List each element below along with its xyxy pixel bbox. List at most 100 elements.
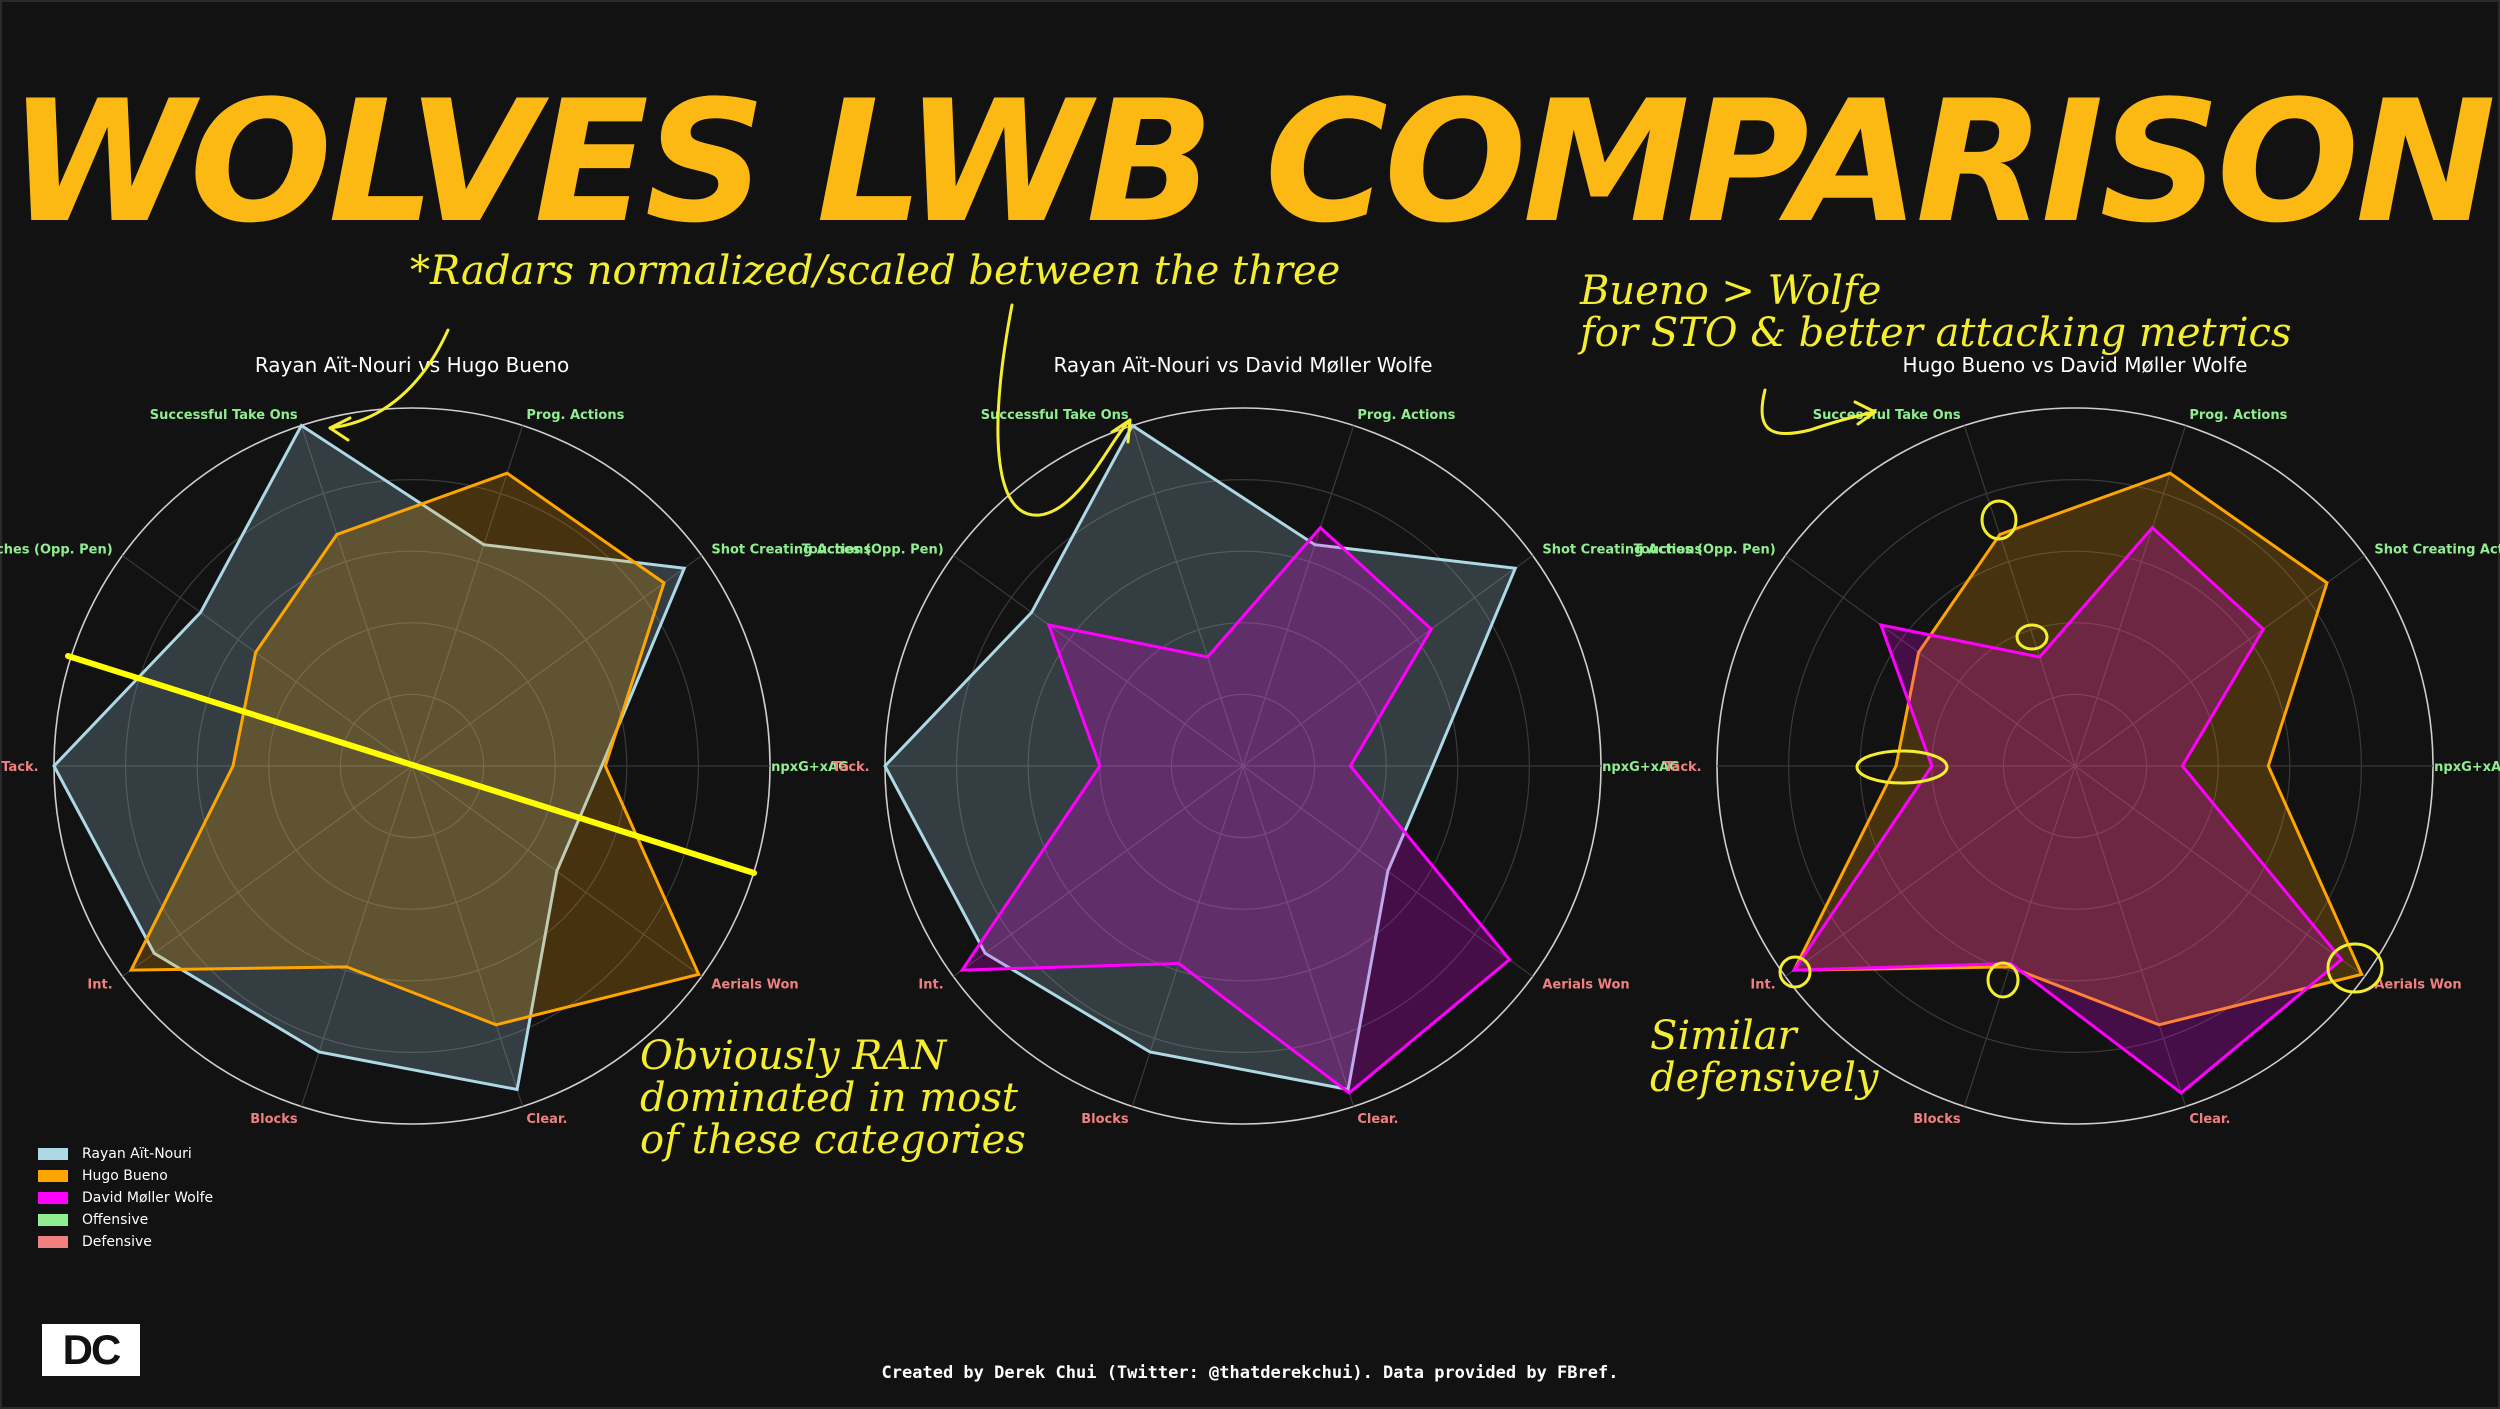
chart-title: Rayan Aït-Nouri vs Hugo Bueno [255, 353, 569, 377]
annotation-circle [2326, 942, 2384, 994]
legend-item-offensive: Offensive [38, 1209, 213, 1231]
legend-swatch [38, 1192, 68, 1204]
axis-label-int: Int. [87, 977, 112, 992]
grid-spoke [1242, 425, 1355, 767]
axis-label-clear: Clear. [1357, 1112, 1398, 1127]
annotation-slash-line [65, 653, 757, 876]
axis-label-touches-opp-pen: Touches (Opp. Pen) [0, 543, 113, 558]
annotation-circle [1986, 961, 2020, 999]
annotation-similar-defensively: Similar defensively [1650, 1013, 1879, 1101]
grid-spoke [2074, 425, 2187, 767]
series-hugo-bueno [1791, 471, 2364, 1027]
grid-spoke [1242, 765, 1355, 1107]
legend-item-bueno: Hugo Bueno [38, 1165, 213, 1187]
grid-spoke [411, 765, 524, 1107]
axis-label-int: Int. [1750, 977, 1775, 992]
grid-spoke [1131, 765, 1244, 1107]
legend-swatch [38, 1236, 68, 1248]
legend-label: Defensive [82, 1234, 152, 1250]
legend-label: Rayan Aït-Nouri [82, 1146, 192, 1162]
series-rayan-a-t-nouri [883, 423, 1518, 1092]
annotation-circle [1855, 749, 1949, 785]
axis-label-touches-opp-pen: Touches (Opp. Pen) [802, 543, 944, 558]
legend-swatch [38, 1148, 68, 1160]
axis-label-tack: Tack. [1, 760, 38, 775]
axis-label-clear: Clear. [2189, 1112, 2230, 1127]
legend-item-ait-nouri: Rayan Aït-Nouri [38, 1143, 213, 1165]
axis-label-shot-creating-actions: Shot Creating Actions [1542, 543, 1702, 558]
axis-label-touches-opp-pen: Touches (Opp. Pen) [1634, 543, 1776, 558]
grid-spoke [1785, 555, 2076, 767]
annotation-normalized: *Radars normalized/scaled between the th… [410, 248, 1341, 294]
axis-label-prog-actions: Prog. Actions [2189, 408, 2287, 423]
grid-spoke [411, 425, 524, 767]
axis-label-shot-creating-actions: Shot Creating Actions [2374, 543, 2500, 558]
grid-spoke [953, 555, 1244, 767]
grid-spoke [411, 555, 702, 767]
grid-spoke [953, 765, 1244, 977]
axis-label-tack: Tack. [1664, 760, 1701, 775]
axis-label-shot-creating-actions: Shot Creating Actions [711, 543, 871, 558]
axis-label-npxg-xag: npxG+xAG [1602, 760, 1680, 775]
legend-item-wolfe: David Møller Wolfe [38, 1187, 213, 1209]
legend-label: Hugo Bueno [82, 1168, 168, 1184]
axis-label-blocks: Blocks [250, 1112, 298, 1127]
axis-label-aerials-won: Aerials Won [2374, 977, 2461, 992]
radar-chart-bueno-vs-wolfe: npxG+xAG Shot Creating Actions Prog. Actio… [1634, 353, 2500, 1127]
annotation-ran-dominated: Obviously RAN dominated in most of these… [640, 1033, 1026, 1163]
axis-label-npxg-xag: npxG+xAG [771, 760, 849, 775]
annotation-circle [2015, 623, 2049, 651]
credit-text: Created by Derek Chui (Twitter: @thatder… [881, 1363, 1619, 1383]
axis-label-successful-take-ons: Successful Take Ons [981, 408, 1129, 423]
grid-spoke [300, 765, 413, 1107]
chart-title: Hugo Bueno vs David Møller Wolfe [1903, 353, 2248, 377]
grid-spoke [300, 425, 413, 767]
axis-label-aerials-won: Aerials Won [711, 977, 798, 992]
grid-spoke [2074, 765, 2187, 1107]
axis-label-int: Int. [918, 977, 943, 992]
radar-chart-ait-nouri-vs-bueno: npxG+xAG Shot Creating Actions Prog. Actio… [0, 353, 872, 1127]
axis-label-prog-actions: Prog. Actions [526, 408, 624, 423]
legend-label: Offensive [82, 1212, 149, 1228]
annotation-arrow-curve [996, 303, 1132, 517]
annotation-circle [1980, 499, 2018, 541]
chart-title: Rayan Aït-Nouri vs David Møller Wolfe [1053, 353, 1432, 377]
dc-logo: DC [42, 1324, 140, 1376]
legend-swatch [38, 1170, 68, 1182]
annotation-arrow-curve [328, 328, 450, 430]
grid-spoke [2074, 765, 2365, 977]
grid-spoke [1785, 765, 2076, 977]
annotation-bueno-vs-wolfe: Bueno > Wolfe for STO & better attacking… [1580, 268, 2292, 356]
grid-spoke [1963, 765, 2076, 1107]
series-hugo-bueno [128, 471, 701, 1027]
legend: Rayan Aït-Nouri Hugo Bueno David Møller … [38, 1143, 213, 1253]
series-david-m-ller-wolfe [959, 525, 1512, 1095]
grid-spoke [1131, 425, 1244, 767]
annotation-arrow-head [1110, 418, 1132, 444]
axis-label-blocks: Blocks [1081, 1112, 1129, 1127]
annotation-circle [1778, 955, 1812, 989]
grid-spoke [122, 555, 413, 767]
grid-spoke [2074, 555, 2365, 767]
annotation-arrow-curve [1760, 388, 1877, 436]
annotation-arrow-head [328, 416, 352, 442]
radar-chart-ait-nouri-vs-wolfe: npxG+xAG Shot Creating Actions Prog. Actio… [802, 353, 1703, 1127]
axis-label-successful-take-ons: Successful Take Ons [150, 408, 298, 423]
legend-label: David Møller Wolfe [82, 1190, 214, 1206]
axis-label-tack: Tack. [832, 760, 869, 775]
legend-item-defensive: Defensive [38, 1231, 213, 1253]
annotation-arrow-head [1853, 400, 1877, 426]
legend-swatch [38, 1214, 68, 1226]
page-title: WOLVES LWB COMPARISON [8, 64, 2496, 260]
axis-label-prog-actions: Prog. Actions [1357, 408, 1455, 423]
grid-spoke [1963, 425, 2076, 767]
axis-label-blocks: Blocks [1913, 1112, 1961, 1127]
annotation-marks [65, 303, 2384, 999]
series-david-m-ller-wolfe [1791, 525, 2344, 1095]
axis-label-aerials-won: Aerials Won [1542, 977, 1629, 992]
axis-label-npxg-xag: npxG+xAG [2434, 760, 2500, 775]
axis-label-clear: Clear. [526, 1112, 567, 1127]
grid-spoke [1242, 555, 1533, 767]
